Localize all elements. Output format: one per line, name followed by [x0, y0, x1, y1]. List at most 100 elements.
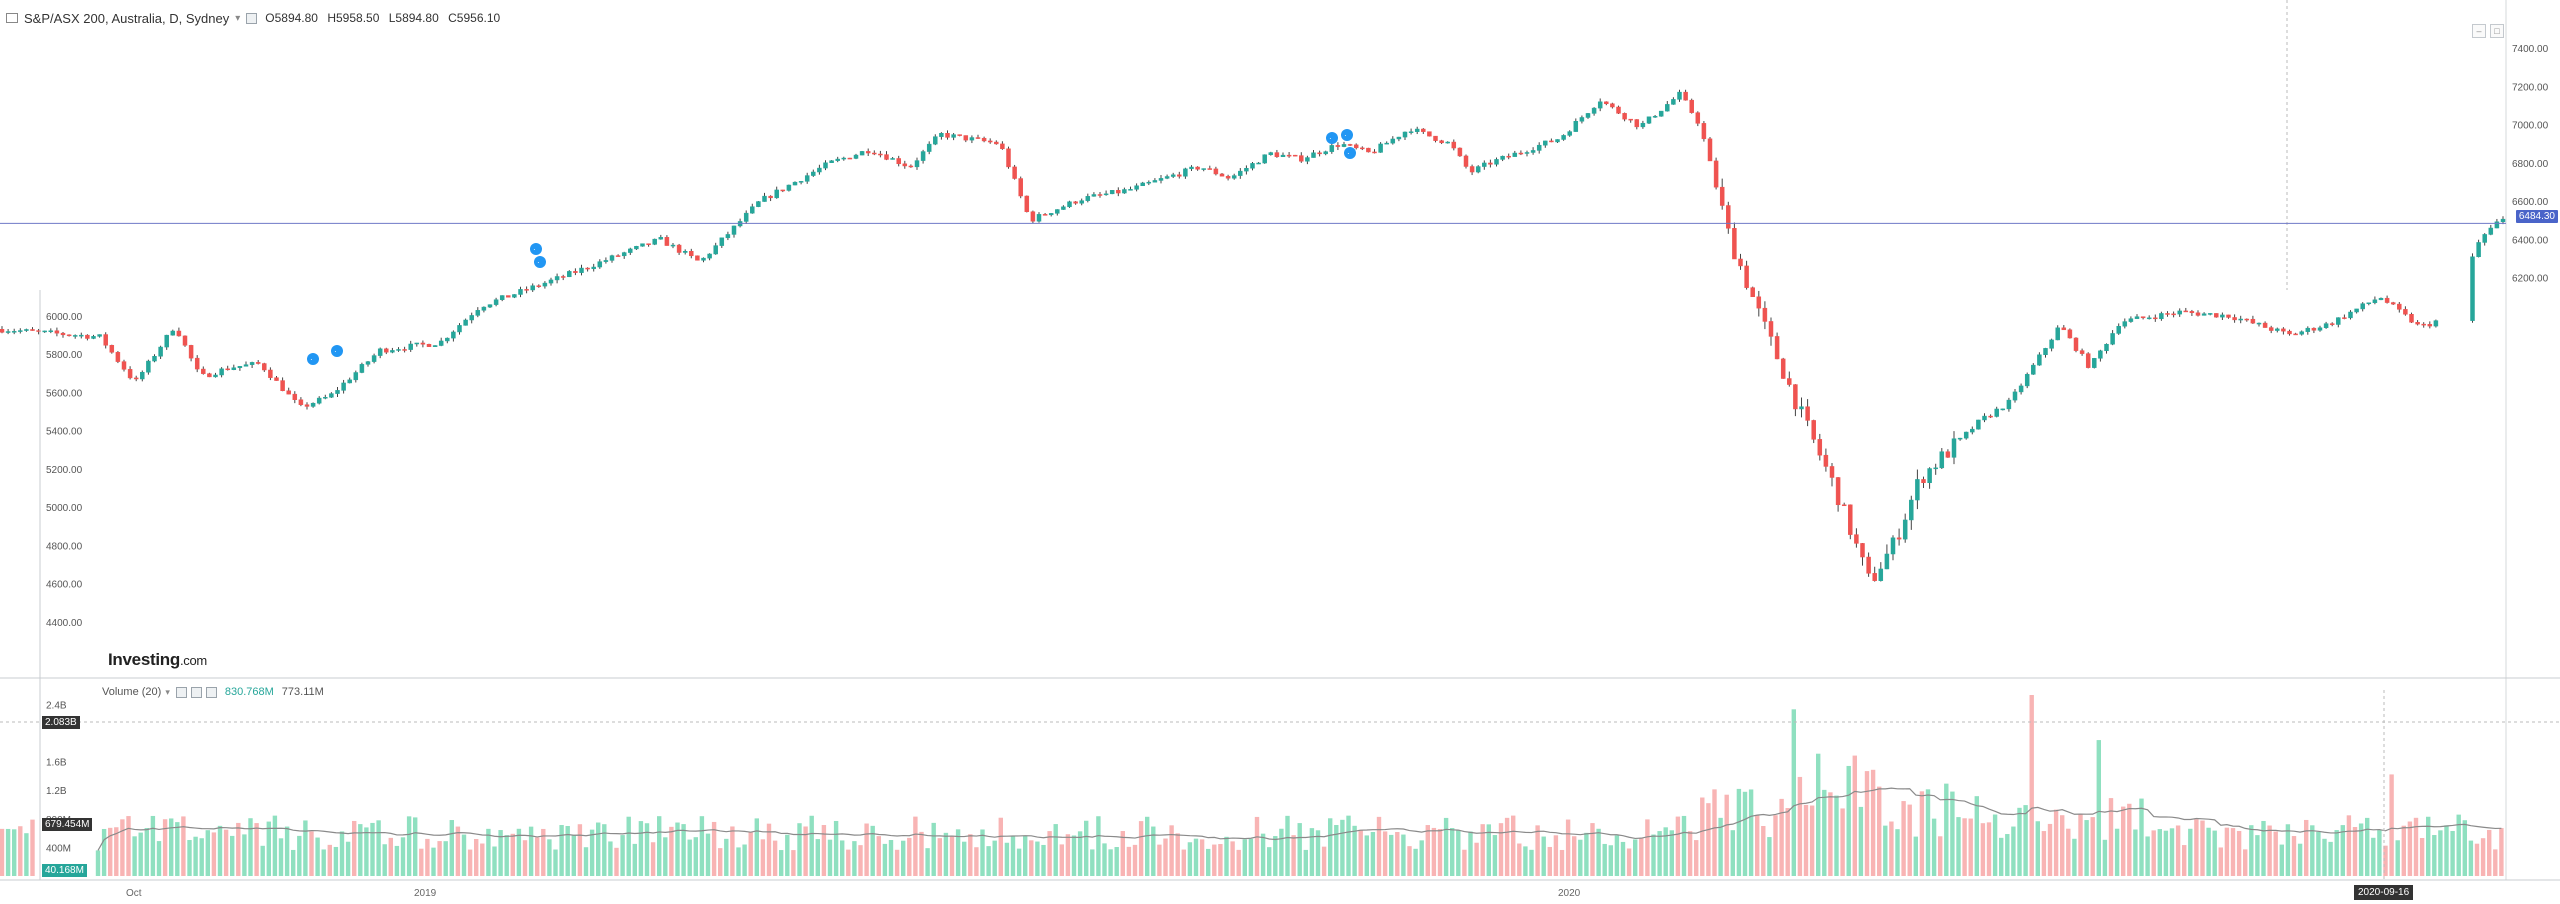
candle-body: [1451, 141, 1457, 149]
dividend-marker[interactable]: ·: [307, 353, 319, 365]
candle: [609, 254, 615, 263]
volume-bar: [1138, 821, 1144, 876]
candle-body: [768, 195, 773, 199]
dividend-marker[interactable]: ·: [1341, 129, 1353, 141]
candle: [1628, 118, 1633, 123]
volume-bar: [327, 844, 332, 876]
candle: [1396, 136, 1402, 142]
volume-bar: [2090, 817, 2095, 876]
volume-bar: [1669, 830, 1674, 876]
candle: [2336, 317, 2341, 328]
candle-body: [1158, 178, 1164, 181]
volume-bar: [2267, 825, 2272, 876]
candle-body: [658, 237, 664, 240]
candle: [298, 397, 304, 407]
volume-bar: [1602, 843, 1607, 876]
candle-body: [11, 331, 17, 333]
candle-body: [792, 181, 798, 186]
candle-body: [2287, 330, 2292, 335]
volume-bar: [1651, 834, 1656, 876]
volume-bar: [5, 828, 11, 876]
volume-bar: [821, 825, 827, 876]
candle: [1622, 112, 1627, 122]
candle: [1536, 142, 1542, 154]
candle: [1030, 210, 1036, 224]
volume-bar: [803, 826, 808, 876]
candle: [1469, 164, 1475, 176]
candle-body: [646, 243, 651, 245]
dividend-marker[interactable]: ·: [534, 256, 546, 268]
volume-bar: [1950, 791, 1955, 876]
candle: [853, 153, 859, 160]
candle-body: [1994, 408, 1999, 417]
candle: [963, 135, 969, 143]
volume-bar: [2413, 817, 2419, 876]
volume-bar: [2029, 695, 2034, 876]
volume-bar: [2243, 849, 2248, 876]
candle: [1579, 115, 1585, 124]
volume-bar: [437, 841, 442, 876]
dividend-marker[interactable]: ·: [1326, 132, 1338, 144]
volume-bar: [1742, 791, 1748, 876]
y-tick-label: 5800.00: [46, 350, 83, 361]
candle: [1219, 172, 1225, 177]
eye-icon[interactable]: [175, 686, 187, 698]
dividend-marker[interactable]: ·: [331, 345, 343, 357]
volume-bar: [1986, 822, 1992, 876]
volume-bar: [1212, 844, 1217, 876]
chevron-down-icon[interactable]: ▾: [165, 686, 170, 697]
volume-bar: [882, 843, 888, 876]
candle: [377, 347, 383, 359]
candle-body: [750, 206, 755, 214]
volume-bar: [638, 821, 644, 876]
candle-body: [445, 337, 450, 342]
collapse-icon[interactable]: [6, 13, 18, 23]
volume-bar: [1328, 818, 1333, 876]
volume-bar: [150, 815, 156, 876]
eye-icon[interactable]: [246, 12, 258, 24]
volume-bar: [1596, 828, 1601, 876]
candle-body: [1372, 151, 1377, 154]
chevron-down-icon[interactable]: ▾: [235, 12, 241, 24]
candle-body: [1030, 211, 1036, 222]
volume-bar: [2334, 830, 2339, 876]
volume-bar: [2163, 830, 2169, 876]
candle: [1756, 290, 1762, 317]
volume-bar: [1401, 834, 1406, 876]
maximize-icon[interactable]: □: [2490, 24, 2504, 38]
candle-body: [1823, 454, 1829, 467]
candle: [2342, 314, 2347, 320]
volume-bar: [2487, 829, 2492, 876]
volume-bar: [1382, 831, 1388, 876]
candle: [1872, 566, 1877, 582]
candle-body: [518, 289, 523, 295]
candle-body: [1555, 139, 1560, 143]
dividend-marker[interactable]: ·: [530, 243, 542, 255]
volume-bar: [1273, 836, 1278, 876]
candle: [719, 237, 725, 248]
candle-body: [1719, 186, 1725, 206]
volume-bar: [2365, 817, 2370, 876]
minimize-icon[interactable]: –: [2472, 24, 2486, 38]
close-icon[interactable]: [205, 686, 217, 698]
candle: [2043, 347, 2048, 358]
volume-bar: [2371, 837, 2376, 876]
volume-bar: [1175, 833, 1180, 876]
candle: [1811, 419, 1816, 444]
event-markers[interactable]: ····· ··: [307, 129, 1356, 365]
volume-bar: [657, 816, 662, 876]
candle-body: [1707, 138, 1713, 162]
marker-dot: [530, 243, 542, 255]
candle-body: [2195, 312, 2201, 316]
volume-bar: [2389, 774, 2394, 876]
dividend-marker[interactable]: ·: [1344, 147, 1356, 159]
candle-body: [2110, 333, 2115, 345]
volume-bar: [2346, 815, 2352, 876]
volume-tick-label: 400M: [46, 843, 71, 854]
volume-bar: [736, 847, 741, 876]
marker-label: ·: [334, 347, 337, 356]
candle-body: [414, 342, 420, 345]
volume-tick-label: 1.2B: [46, 786, 67, 797]
settings-icon[interactable]: [190, 686, 202, 698]
